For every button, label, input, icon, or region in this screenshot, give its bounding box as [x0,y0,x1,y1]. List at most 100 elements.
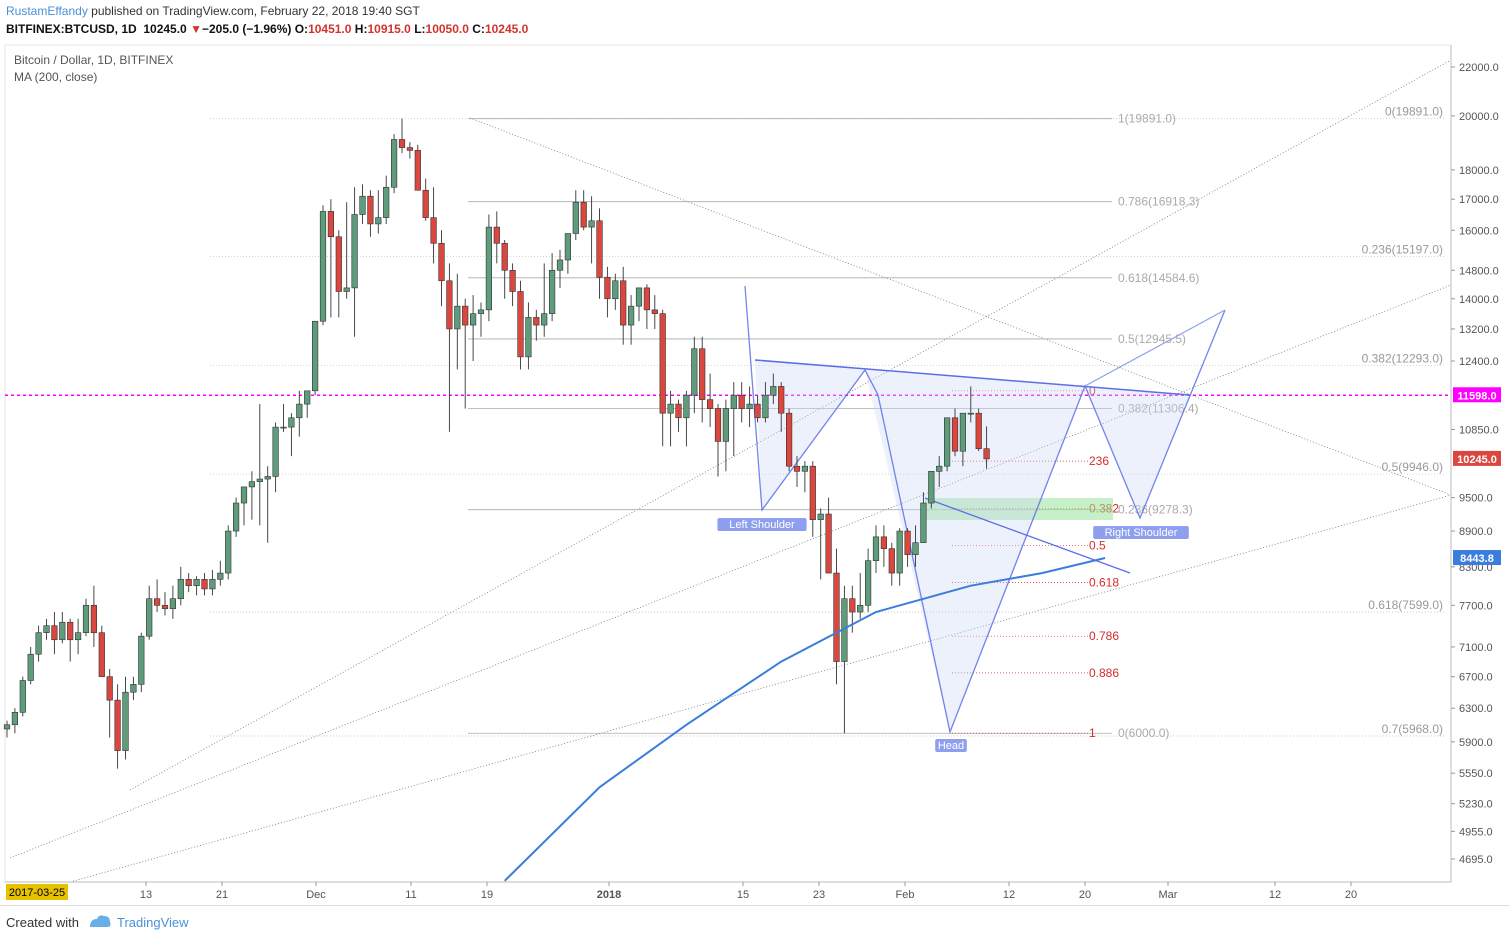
tradingview-logo-icon[interactable] [88,913,112,934]
candle [691,336,698,414]
candle [106,669,113,738]
tradingview-link[interactable]: TradingView [117,915,189,930]
candle [833,548,840,685]
candle [169,585,177,619]
price-chart[interactable]: 0(19891.0) 0.236(15197.0) 0.382(12293.0) 0.… [0,0,1509,905]
candle [612,273,619,310]
x-tick-label: 19 [481,889,493,901]
fib-main-label: 0.382(12293.0) [1362,351,1443,365]
y-tick-label: 7100.0 [1459,642,1493,654]
candle-body [154,598,161,606]
x-tick-label: 11 [405,889,416,901]
candle [706,373,714,428]
y-tick-label: 5230.0 [1459,799,1493,811]
candle-body [754,403,761,419]
candle-body [367,195,374,225]
candle [533,309,540,341]
support-zone [925,498,1113,520]
candle-body [943,417,951,467]
candle-body [161,605,169,609]
candle-body [643,287,650,311]
candle-body [75,632,82,641]
candle [920,492,927,544]
candle-body [3,724,11,730]
candle-body [35,632,42,655]
y-tick-label: 16000.0 [1459,225,1499,237]
candle-body [620,280,627,326]
candle [201,573,208,596]
fib-main-label: 0.7(5968.0) [1382,722,1443,736]
candle [564,233,571,274]
candle [114,684,121,769]
candle [943,417,951,472]
candle [209,569,216,596]
candle [517,280,524,370]
candle-body [627,305,635,326]
chart-legend: Bitcoin / Dollar, 1D, BITFINEX MA (200, … [14,52,173,86]
candle-body [343,287,350,292]
trend-line [129,59,1452,791]
head-label-bg [935,739,967,752]
candle-body [311,320,319,392]
candle-body [635,287,643,307]
candle-body [351,214,358,289]
legend-title: Bitcoin / Dollar, 1D, BITFINEX [14,53,174,67]
y-tick-label: 4695.0 [1459,854,1493,866]
candle [627,295,635,345]
candle-body [572,201,579,234]
candle-body [193,579,200,587]
fib-main-label: 0.236(15197.0) [1362,243,1443,257]
candle-body [430,217,437,244]
close-value: 10245.0 [484,22,529,36]
candle [304,390,311,418]
candle [793,456,801,487]
y-tick-label: 9500.0 [1459,493,1493,505]
x-tick-label: Mar [1159,889,1178,901]
legend-indicator[interactable]: MA (200, close) [14,70,98,84]
author-link[interactable]: RustamEffandy [6,4,88,18]
candle-body [651,309,658,314]
candle [264,466,271,543]
projection-line [1084,309,1226,387]
candle-body [138,635,145,685]
x-tick-label: 13 [140,889,152,901]
candle [343,202,350,299]
y-tick-label: 18000.0 [1459,165,1499,177]
candle [327,199,335,318]
ohlc-bar: BITFINEX:BTCUSD, 1D 10245.0 ▼−205.0 (−1.… [6,22,528,36]
candle-body [849,598,856,613]
candle-body [722,408,729,442]
close-label: C: [472,22,485,36]
y-tick-label: 7700.0 [1459,600,1493,612]
candle [959,412,966,467]
candle [659,309,666,447]
x-tick-label: 21 [216,889,228,901]
candle-body [564,233,571,261]
candle [501,240,508,299]
candle [438,230,445,307]
candle-body [817,513,824,520]
x-tick-label: 20 [1079,889,1091,901]
candle-body [422,189,429,218]
candle [185,573,192,593]
candle [130,676,137,701]
candle [383,175,390,224]
fib-main-label: 0.618(7599.0) [1368,598,1443,612]
candle-body [454,305,461,330]
candle-body [730,394,737,409]
candle-body [185,579,192,587]
y-tick-label: 22000.0 [1459,62,1499,74]
candle [493,211,500,264]
fib-red-label: 1 [1089,726,1096,740]
candle-body [706,399,714,409]
candle [446,263,453,432]
candle [240,486,248,526]
candle [335,230,342,318]
candle-body [414,150,421,191]
y-tick-label: 6300.0 [1459,703,1493,715]
fib-retrace-label: 0.382(11306.4) [1118,401,1199,415]
candle-body [675,403,682,419]
candle [296,390,303,437]
candle-body [928,470,935,504]
candle-body [485,226,493,311]
